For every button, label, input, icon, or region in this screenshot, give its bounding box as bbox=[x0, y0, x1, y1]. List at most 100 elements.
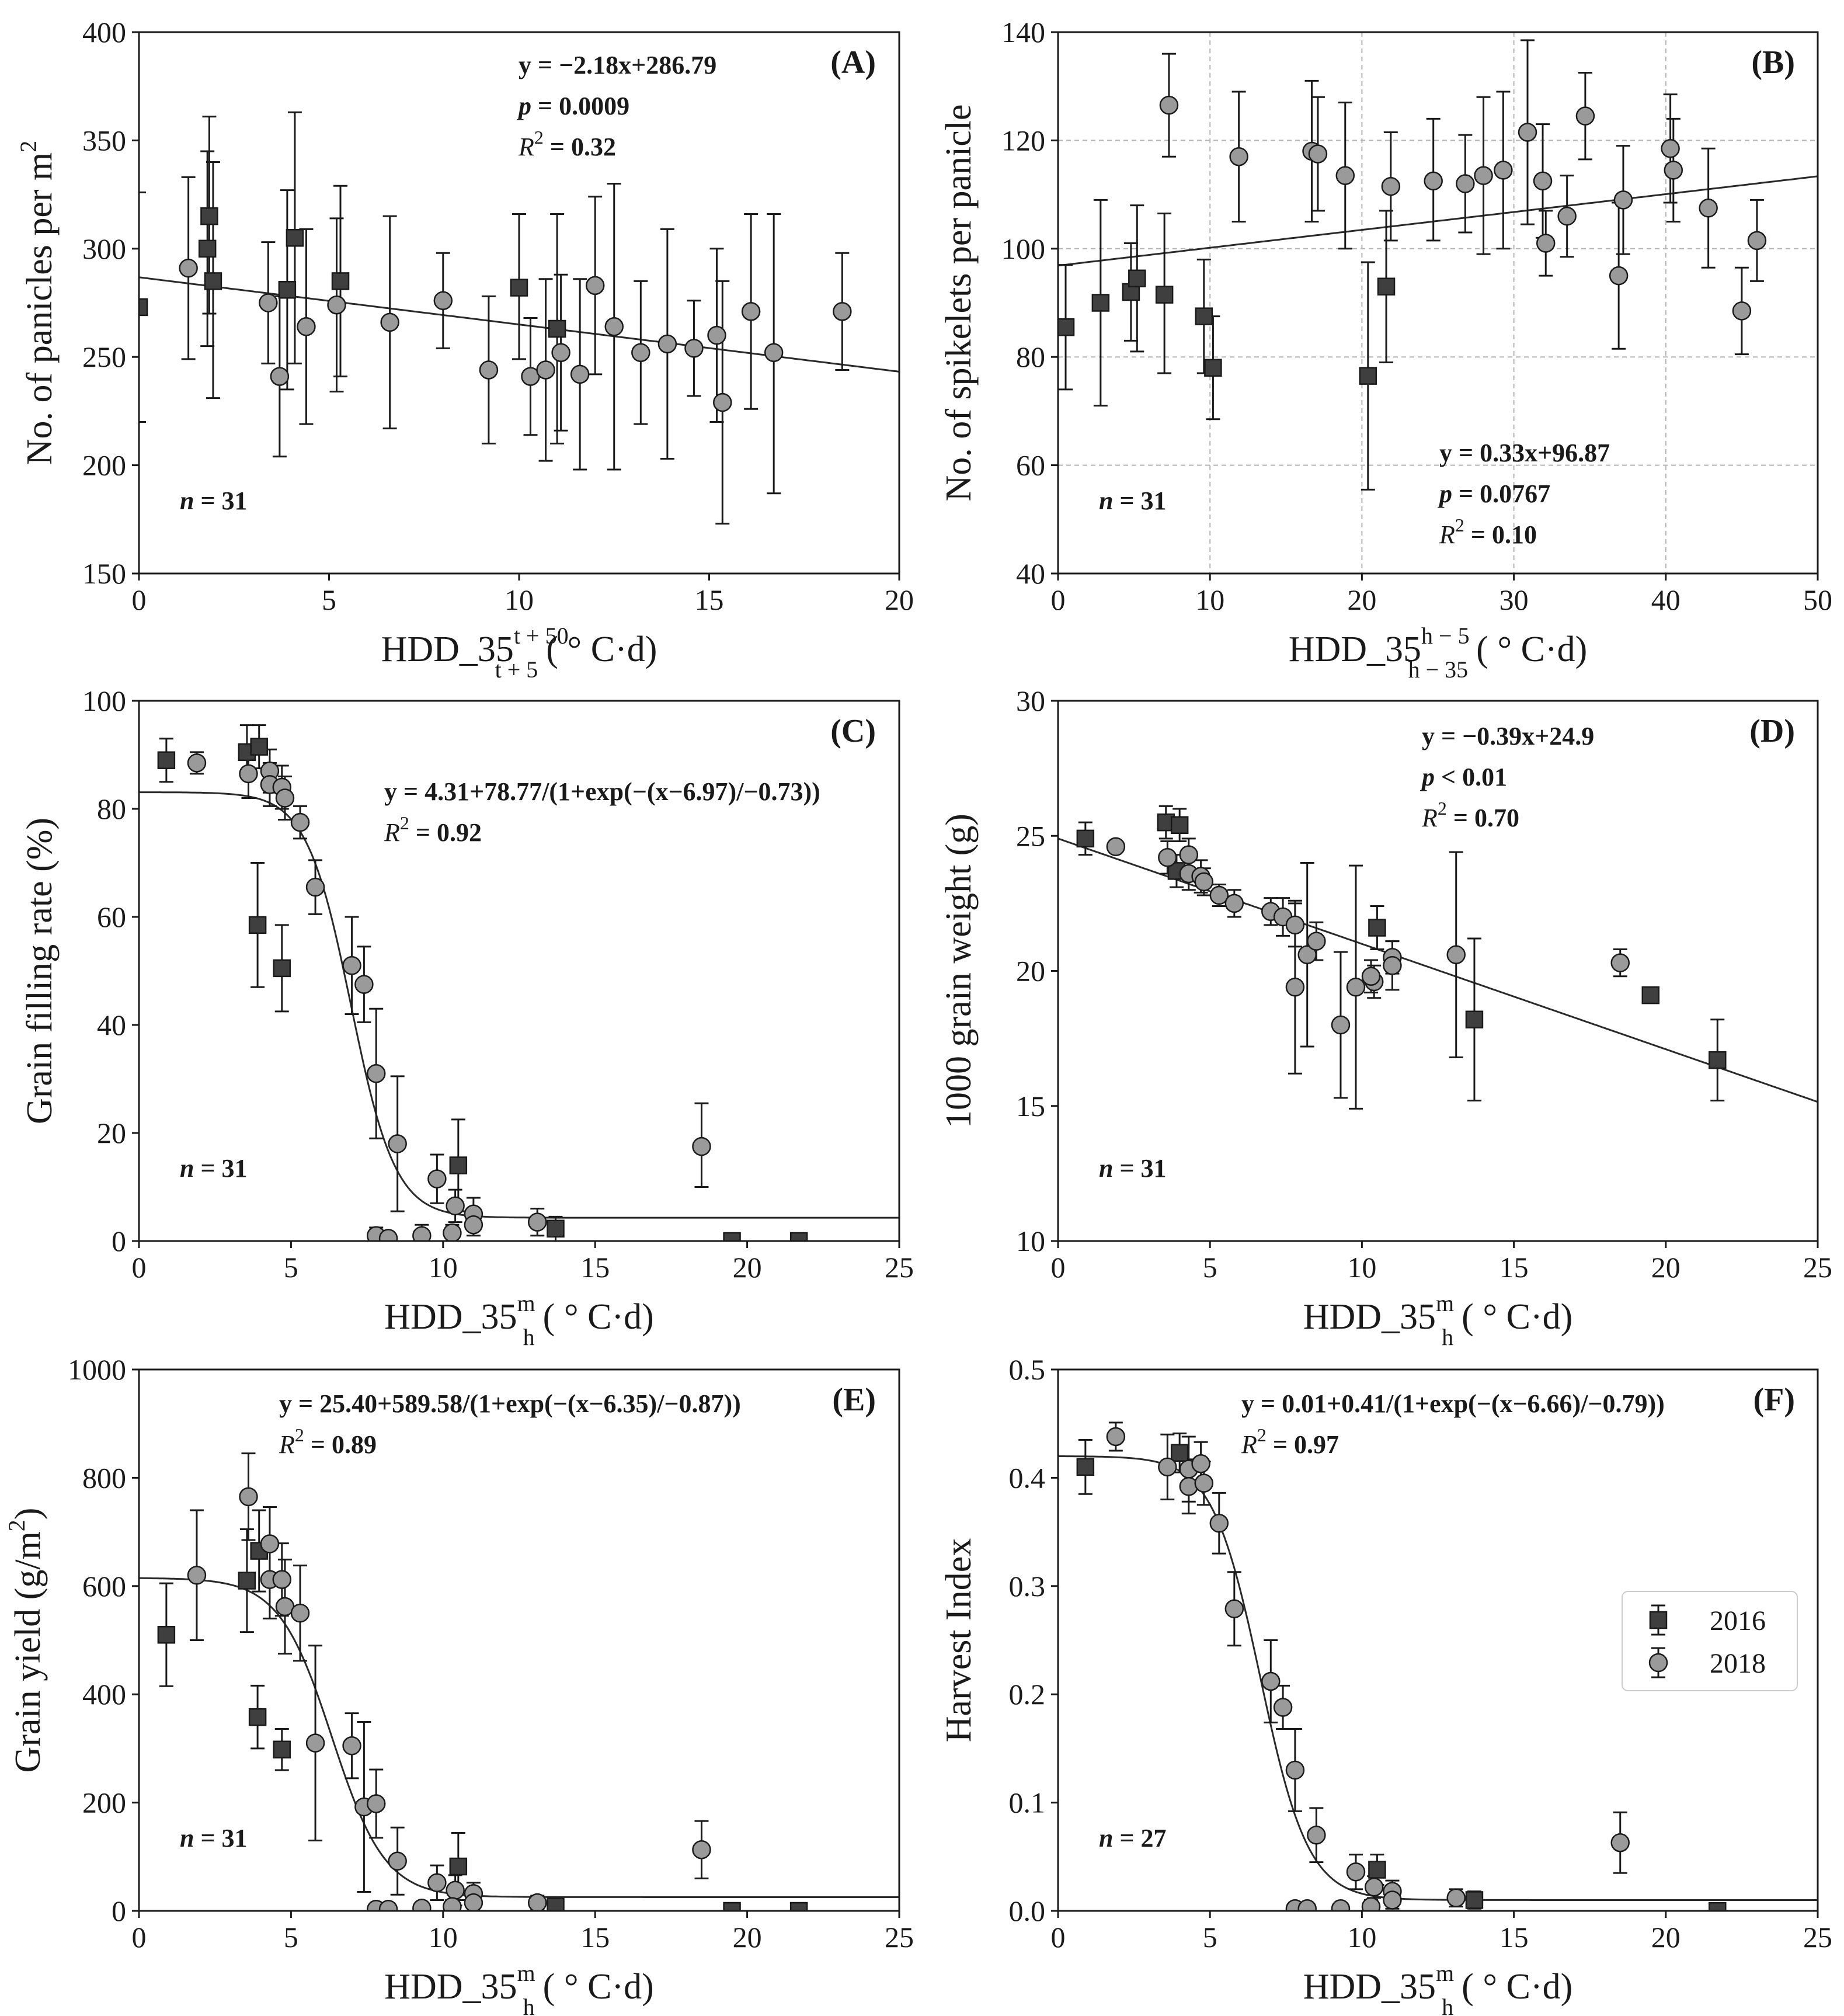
x-axis-label-main: HDD_35 bbox=[1289, 630, 1421, 669]
x-axis-label-sub: h bbox=[1442, 1324, 1453, 1350]
data-point-2016 bbox=[157, 751, 176, 769]
data-point-2018 bbox=[1446, 1888, 1466, 1908]
y-tick-label: 15 bbox=[1016, 1090, 1045, 1122]
r2-text: R2 = 0.97 bbox=[1241, 1424, 1339, 1459]
x-axis-label: HDD_35h − 5 h − 35 ( ° C·d) bbox=[1289, 623, 1588, 683]
x-axis-label-sub: h bbox=[523, 1994, 535, 2016]
data-point-2018 bbox=[1194, 1473, 1214, 1493]
y-axis-label: Harvest Index bbox=[939, 1538, 979, 1742]
data-point-2016 bbox=[1195, 307, 1213, 325]
fit-equation: y = 0.33x+96.87 bbox=[1439, 439, 1610, 467]
sample-size-text: n = 31 bbox=[180, 1824, 248, 1852]
p-value: < 0.01 bbox=[1435, 763, 1507, 791]
legend-label-2016: 2016 bbox=[1710, 1605, 1766, 1636]
x-axis-label-main: HDD_35 bbox=[1303, 1967, 1436, 2007]
y-tick-label: 80 bbox=[97, 793, 126, 825]
data-point-2018 bbox=[305, 1733, 325, 1753]
fit-line bbox=[139, 791, 899, 1219]
r2-symbol: R bbox=[1241, 1430, 1257, 1459]
data-point-2016 bbox=[510, 279, 528, 297]
x-axis-label: HDD_35m h ( ° C·d) bbox=[384, 1290, 654, 1350]
panel-b: 0 10 20 30 40 50 40 60 80 100 120 140 HDD_35h − 5 h −… bbox=[939, 16, 1832, 683]
r2-symbol: R bbox=[384, 818, 400, 847]
y-axis-label: Grain filling rate (%) bbox=[20, 818, 60, 1124]
r2-sup: 2 bbox=[1455, 515, 1464, 536]
data-point-2018 bbox=[259, 293, 278, 312]
data-point-2018 bbox=[1106, 837, 1126, 856]
y-axis-label-main: Grain yield (g/m bbox=[8, 1531, 48, 1772]
sample-size-symbol: n bbox=[1099, 1154, 1113, 1183]
panel-a: 0 5 10 15 20 150 200 250 300 350 400 HDD_35t + 50 t … bbox=[15, 16, 914, 683]
data-point-2018 bbox=[443, 1897, 462, 1911]
y-axis-label-end: ) bbox=[8, 1508, 48, 1520]
data-point-2018 bbox=[1158, 1457, 1177, 1477]
data-point-2018 bbox=[833, 302, 852, 321]
x-tick-label: 25 bbox=[885, 1921, 914, 1954]
y-tick-label: 40 bbox=[97, 1009, 126, 1041]
data-point-2018 bbox=[604, 317, 624, 336]
data-point-2016 bbox=[1465, 1010, 1484, 1028]
data-point-2016 bbox=[248, 916, 267, 934]
data-point-2016 bbox=[1204, 359, 1222, 377]
data-point-2018 bbox=[1179, 1476, 1199, 1496]
data-point-2018 bbox=[764, 343, 784, 363]
y-tick-label: 300 bbox=[82, 232, 126, 265]
data-point-2016 bbox=[789, 1232, 808, 1241]
y-tick-label: 600 bbox=[82, 1570, 126, 1603]
panel-tag: (B) bbox=[1751, 44, 1795, 81]
data-point-2018 bbox=[692, 1840, 711, 1859]
data-point-2016 bbox=[278, 281, 297, 299]
x-tick-label: 50 bbox=[1803, 583, 1832, 616]
data-point-2018 bbox=[1383, 1890, 1402, 1910]
plot-area bbox=[139, 724, 899, 1241]
r2-value: = 0.89 bbox=[304, 1430, 377, 1459]
fit-equation: y = 0.01+0.41/(1+exp(−(x−6.66)/−0.79)) bbox=[1241, 1389, 1665, 1418]
y-tick-label: 100 bbox=[82, 684, 126, 717]
y-tick-label: 60 bbox=[1016, 449, 1045, 482]
sample-size-symbol: n bbox=[1099, 486, 1113, 515]
data-point-2018 bbox=[464, 1893, 483, 1911]
data-point-2016 bbox=[789, 1902, 808, 1911]
sample-size: = 31 bbox=[194, 486, 247, 515]
x-axis-label: HDD_35t + 50 t + 5 ( ° C·d) bbox=[381, 623, 657, 683]
x-axis-label-main: HDD_35 bbox=[384, 1967, 517, 2007]
data-point-2018 bbox=[1209, 1514, 1229, 1533]
x-axis-label-sub: t + 5 bbox=[495, 656, 538, 683]
r2-sup: 2 bbox=[534, 127, 544, 148]
y-tick-label: 800 bbox=[82, 1461, 126, 1494]
y-axis-label-main: 1000 grain weight (g) bbox=[939, 814, 979, 1128]
x-axis-label-sup: m bbox=[517, 1960, 535, 1986]
x-axis-label-sub: h bbox=[523, 1324, 535, 1350]
plot-area bbox=[1058, 805, 1818, 1110]
data-point-2018 bbox=[1381, 176, 1401, 196]
data-point-2018 bbox=[239, 764, 258, 784]
data-point-2018 bbox=[1699, 199, 1718, 218]
x-axis-label-unit: ( ° C·d) bbox=[1462, 1297, 1572, 1337]
p-value-text: p = 0.0009 bbox=[516, 92, 629, 120]
y-tick-label: 25 bbox=[1016, 819, 1045, 852]
y-tick-label: 0.4 bbox=[1009, 1461, 1046, 1494]
data-point-2018 bbox=[1661, 139, 1680, 158]
panel-tag: (F) bbox=[1753, 1382, 1795, 1418]
data-point-2016 bbox=[449, 1156, 468, 1174]
data-point-2018 bbox=[631, 343, 650, 363]
data-point-2016 bbox=[449, 1857, 468, 1876]
data-point-2018 bbox=[1610, 1833, 1630, 1852]
data-point-2016 bbox=[273, 959, 291, 978]
data-point-2018 bbox=[1194, 872, 1214, 892]
x-axis-label-sub: h − 35 bbox=[1408, 656, 1469, 683]
data-point-2016 bbox=[286, 229, 304, 247]
x-axis-label-unit: ( ° C·d) bbox=[543, 1297, 654, 1337]
r2-symbol: R bbox=[518, 133, 534, 161]
data-point-2018 bbox=[1613, 190, 1633, 210]
r2-sup: 2 bbox=[295, 1424, 304, 1445]
data-point-2018 bbox=[342, 956, 361, 975]
x-tick-label: 40 bbox=[1651, 583, 1681, 616]
x-axis-label-sup: t + 50 bbox=[514, 623, 569, 649]
data-point-2018 bbox=[1307, 1825, 1326, 1845]
r2-value: = 0.10 bbox=[1464, 520, 1537, 549]
data-point-2018 bbox=[187, 1566, 207, 1585]
data-point-2016 bbox=[238, 1572, 256, 1590]
legend-marker-2018 bbox=[1648, 1653, 1668, 1673]
y-tick-label: 0.3 bbox=[1009, 1570, 1046, 1603]
